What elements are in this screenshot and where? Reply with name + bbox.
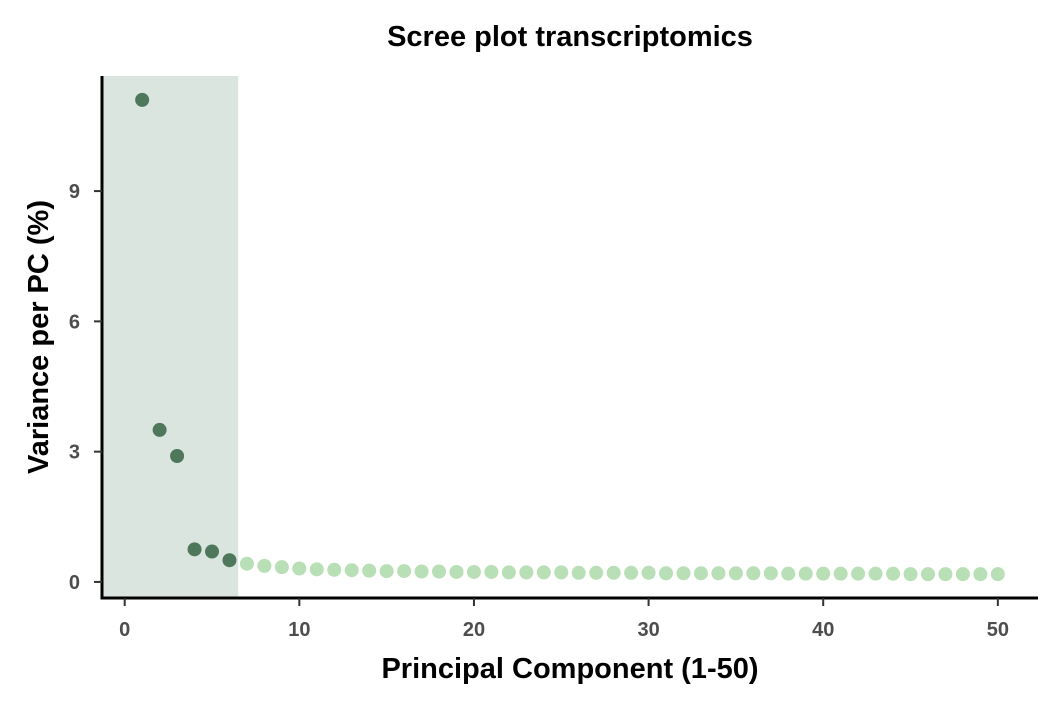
data-point [728,566,743,581]
data-point [763,566,778,581]
data-point [990,567,1005,582]
data-point [641,565,656,580]
data-point [187,542,202,557]
data-point [693,566,708,581]
x-tick-label: 50 [987,619,1009,641]
x-tick-label: 30 [637,619,659,641]
data-point [152,422,167,437]
data-point [798,566,813,581]
data-point [711,566,726,581]
data-point [816,566,831,581]
y-tick-label: 0 [69,572,80,594]
y-tick-label: 3 [69,442,80,464]
data-point [257,558,272,573]
data-point [501,565,516,580]
data-point [432,564,447,579]
data-point [222,553,237,568]
data-point [170,448,185,463]
data-point [239,556,254,571]
y-tick-label: 9 [69,181,80,203]
data-point [484,564,499,579]
y-tick-label: 6 [69,311,80,333]
data-point [973,567,988,582]
data-point [624,565,639,580]
x-tick-label: 0 [119,619,130,641]
data-point [536,565,551,580]
data-point [938,567,953,582]
data-point [397,564,412,579]
data-point [362,563,377,578]
data-point [274,560,289,575]
data-point [205,544,220,559]
data-point [920,567,935,582]
data-point [676,566,691,581]
data-point [589,565,604,580]
x-axis-label: Principal Component (1-50) [381,653,758,685]
data-point [606,565,621,580]
points-layer [135,92,1005,582]
x-tick-label: 20 [463,619,485,641]
data-point [833,566,848,581]
data-point [344,563,359,578]
x-tick-label: 10 [288,619,310,641]
y-axis-label: Variance per PC (%) [23,200,55,474]
axes-layer: 0 10 20 30 40 50 0 3 6 9 [69,76,1038,641]
highlight-region [102,76,239,598]
data-point [868,566,883,581]
data-point [292,561,307,576]
x-tick-label: 40 [812,619,834,641]
data-point [414,564,429,579]
chart-title: Scree plot transcriptomics [387,21,753,53]
data-point [659,566,674,581]
data-point [309,562,324,577]
data-point [466,564,481,579]
data-point [519,565,534,580]
data-point [746,566,761,581]
data-point [851,566,866,581]
data-point [554,565,569,580]
data-point [886,566,901,581]
data-point [449,564,464,579]
data-point [781,566,796,581]
data-point [571,565,586,580]
data-point [135,92,150,107]
data-point [379,564,394,579]
background-layer [102,76,239,598]
data-point [903,567,918,582]
data-point [327,562,342,577]
data-point [955,567,970,582]
